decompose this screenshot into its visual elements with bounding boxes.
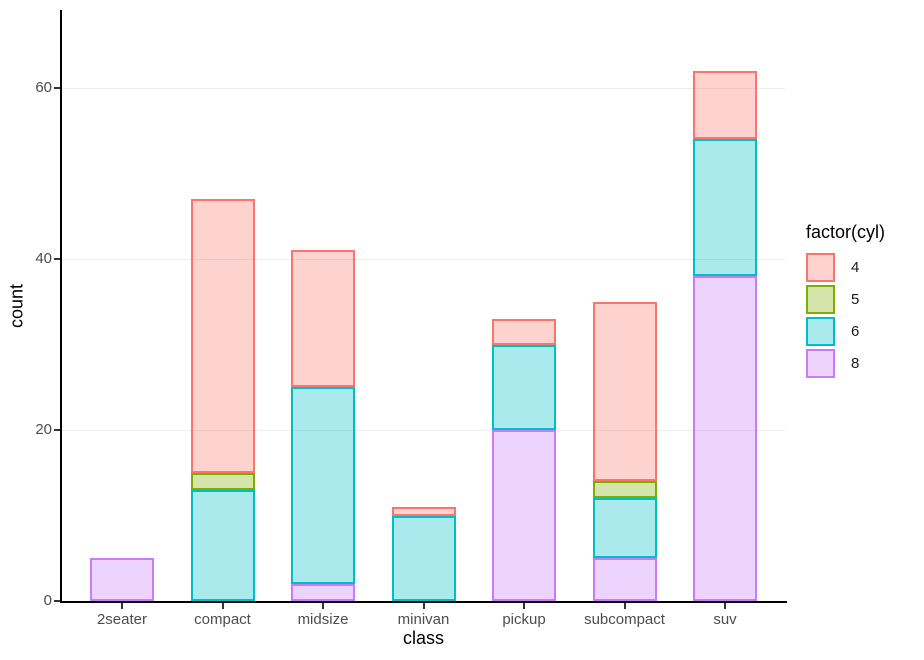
bar-segment-compact-cyl6 (190, 489, 255, 601)
x-tick-label-subcompact: subcompact (584, 611, 665, 628)
x-tick-label-pickup: pickup (502, 611, 546, 628)
plot-panel (62, 10, 785, 601)
bar-segment-compact-cyl4 (190, 199, 255, 473)
bar-segment-pickup-cyl6 (492, 344, 556, 430)
x-axis-title: class (402, 628, 444, 648)
y-tick-label-20: 20 (35, 421, 52, 438)
legend-title: factor(cyl) (806, 222, 886, 242)
y-tick-label-0: 0 (43, 592, 52, 609)
x-tick-compact (221, 603, 224, 609)
bar-pickup (492, 318, 556, 601)
legend-label-4: 4 (851, 259, 860, 276)
legend-key-swatch-5 (806, 285, 835, 314)
x-tick-pickup (523, 603, 525, 609)
legend-entries: 4 5 6 8 (806, 253, 885, 378)
bar-segment-suv-cyl8 (693, 276, 757, 601)
bar-segment-subcompact-cyl8 (592, 558, 657, 601)
legend-entry-8: 8 (806, 349, 885, 378)
legend: factor(cyl) 4 5 6 8 (806, 222, 885, 381)
x-tick-minivan (422, 603, 425, 609)
y-tick-label-40: 40 (35, 250, 52, 267)
gridline-y20 (62, 429, 785, 431)
legend-label-5: 5 (851, 291, 860, 308)
bar-segment-suv-cyl4 (693, 70, 757, 140)
x-tick-label-midsize: midsize (297, 611, 349, 628)
bar-segment-subcompact-cyl5 (592, 481, 657, 499)
gridline-y60 (62, 87, 785, 89)
y-tick-label-60: 60 (35, 79, 52, 96)
x-tick-midsize (322, 603, 324, 609)
bar-segment-midsize-cyl8 (291, 583, 355, 601)
legend-label-8: 8 (851, 355, 860, 372)
bar-subcompact (592, 301, 657, 601)
y-tick-20 (54, 429, 60, 431)
bar-compact (190, 199, 255, 601)
legend-entry-4: 4 (806, 253, 885, 282)
x-tick-label-2seater: 2seater (96, 611, 148, 628)
x-tick-subcompact (623, 603, 626, 609)
bar-midsize (291, 250, 355, 601)
gridline-y40 (62, 258, 785, 260)
bar-segment-midsize-cyl4 (291, 250, 355, 388)
legend-entry-5: 5 (806, 285, 885, 314)
x-tick-suv (724, 603, 726, 609)
bar-segment-pickup-cyl4 (492, 318, 556, 345)
legend-label-6: 6 (851, 323, 860, 340)
bar-segment-suv-cyl6 (693, 139, 757, 277)
bar-segment-subcompact-cyl6 (592, 498, 657, 559)
bar-segment-minivan-cyl6 (391, 515, 456, 601)
bar-2seater (90, 558, 154, 601)
legend-key-swatch-4 (806, 253, 835, 282)
bar-minivan (391, 506, 456, 601)
y-tick-0 (54, 600, 60, 602)
x-tick-label-compact: compact (194, 611, 251, 628)
bar-segment-pickup-cyl8 (492, 430, 556, 601)
x-axis-line (60, 601, 787, 603)
x-tick-label-suv: suv (713, 611, 737, 628)
legend-entry-6: 6 (806, 317, 885, 346)
legend-key-swatch-6 (806, 317, 835, 346)
bar-segment-midsize-cyl6 (291, 387, 355, 584)
bar-suv (693, 70, 757, 601)
bar-segment-subcompact-cyl4 (592, 301, 657, 482)
bar-segment-compact-cyl5 (190, 472, 255, 490)
y-tick-60 (54, 87, 60, 89)
y-axis-title: count (6, 283, 27, 329)
x-tick-2seater (121, 603, 123, 609)
legend-key-swatch-8 (806, 349, 835, 378)
bar-segment-minivan-cyl4 (391, 506, 456, 516)
x-tick-label-minivan: minivan (397, 611, 450, 628)
y-tick-40 (54, 258, 60, 260)
bar-segment-2seater-cyl8 (90, 558, 154, 601)
y-axis-line (60, 10, 62, 603)
